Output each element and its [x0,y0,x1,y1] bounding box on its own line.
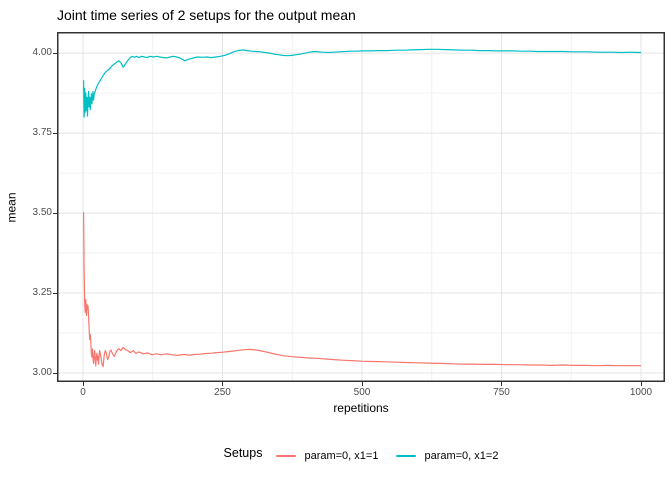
plot-title: Joint time series of 2 setups for the ou… [57,7,356,23]
x-tick-label: 750 [493,387,510,398]
legend-item-label: param=0, x1=1 [304,450,379,462]
y-axis-tick [53,372,57,374]
y-axis-tick [53,212,57,214]
x-axis-tick [501,382,502,386]
series-line-0 [83,212,641,368]
plot-canvas [57,32,665,382]
y-axis-tick [53,132,57,134]
x-axis-tick [361,382,363,386]
legend-item-1: param=0, x1=2 [396,450,498,462]
y-tick-label: 4.00 [32,47,52,59]
y-tick-label: 3.25 [32,287,52,299]
y-axis-tick [53,292,57,294]
y-tick-label: 3.50 [32,207,52,219]
legend-item-label: param=0, x1=2 [424,450,499,462]
x-tick-label: 500 [353,387,371,398]
legend-item-0: param=0, x1=1 [276,450,378,462]
legend-key-line [276,455,297,457]
legend: Setups param=0, x1=1 param=0, x1=2 [57,440,665,466]
x-axis-title: repetitions [333,401,389,415]
y-axis-tick [53,52,57,54]
plot-panel [57,32,665,382]
x-axis-tick [222,382,223,386]
x-tick-label: 250 [214,387,231,398]
x-axis-tick [82,382,84,386]
legend-items: param=0, x1=1 param=0, x1=2 [276,444,498,462]
x-tick-label: 0 [80,387,86,398]
y-tick-label: 3.00 [32,367,52,379]
series-line-1 [83,48,642,118]
x-tick-label: 1000 [629,387,653,398]
panel-border [57,32,665,382]
x-axis-tick [640,382,642,386]
legend-key-line [396,455,417,457]
y-tick-label: 3.75 [32,127,52,139]
legend-title: Setups [223,446,263,460]
